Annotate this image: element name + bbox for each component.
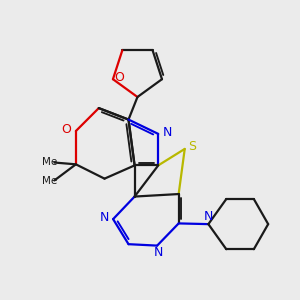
Text: S: S (189, 140, 196, 153)
Text: N: N (163, 126, 172, 139)
Text: N: N (204, 211, 213, 224)
Text: N: N (154, 246, 163, 259)
Text: N: N (100, 211, 109, 224)
Text: Me: Me (43, 176, 58, 186)
Text: O: O (115, 71, 124, 84)
Text: Me: Me (43, 157, 58, 167)
Text: O: O (61, 123, 71, 136)
